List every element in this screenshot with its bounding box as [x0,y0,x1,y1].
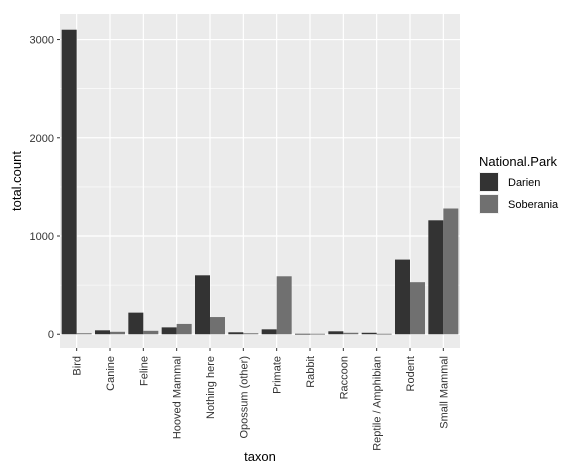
x-tick-label: Feline [138,356,150,386]
bar [95,330,110,335]
bar [443,208,459,335]
x-tick-label: Canine [105,356,117,391]
bar [210,317,225,335]
bar [61,29,77,335]
x-tick-label: Rabbit [305,356,317,388]
x-tick-label: Rodent [405,356,417,391]
bar [361,332,377,335]
bar [243,333,259,335]
y-tick-label: 3000 [30,35,54,47]
bar [395,259,410,335]
y-axis-title: total.count [9,151,24,211]
x-tick-label: Raccoon [338,356,350,399]
bar [228,332,244,335]
y-tick-label: 1000 [30,231,54,243]
plot-panel [60,14,460,348]
bar [276,276,292,335]
legend-swatch [480,173,498,191]
x-tick-label: Bird [72,356,84,376]
bar [110,331,125,335]
bar [343,332,359,335]
x-tick-label: Nothing here [205,356,217,419]
bar [195,275,210,335]
x-tick-label: Opossum (other) [238,356,250,439]
bar [143,330,159,335]
legend-label: Darien [508,177,540,189]
bar [261,329,277,335]
x-axis-title: taxon [244,449,276,464]
x-axis: Bird Canine Feline Hooved Mammal Nothing her… [72,348,450,451]
bar [176,323,192,335]
y-tick-label: 2000 [30,133,54,145]
legend: National.Park Darien Soberania [479,154,559,214]
bar [410,282,425,335]
x-tick-label: Reptile / Amphibian [372,356,384,451]
legend-label: Soberania [508,199,559,211]
x-tick-label: Primate [272,356,284,394]
bar [376,333,392,335]
bars [61,29,459,335]
bar [328,331,344,335]
bar [76,333,92,335]
bar [161,327,177,335]
bar [310,333,325,335]
y-axis: 0 1000 2000 3000 [30,35,60,341]
y-tick-label: 0 [48,329,54,341]
x-tick-label: Hooved Mammal [172,356,184,439]
bar [428,220,444,335]
bar [128,312,144,335]
legend-title: National.Park [479,154,558,169]
bar [295,333,310,335]
legend-swatch [480,195,498,213]
x-tick-label: Small Mammal [438,356,450,429]
